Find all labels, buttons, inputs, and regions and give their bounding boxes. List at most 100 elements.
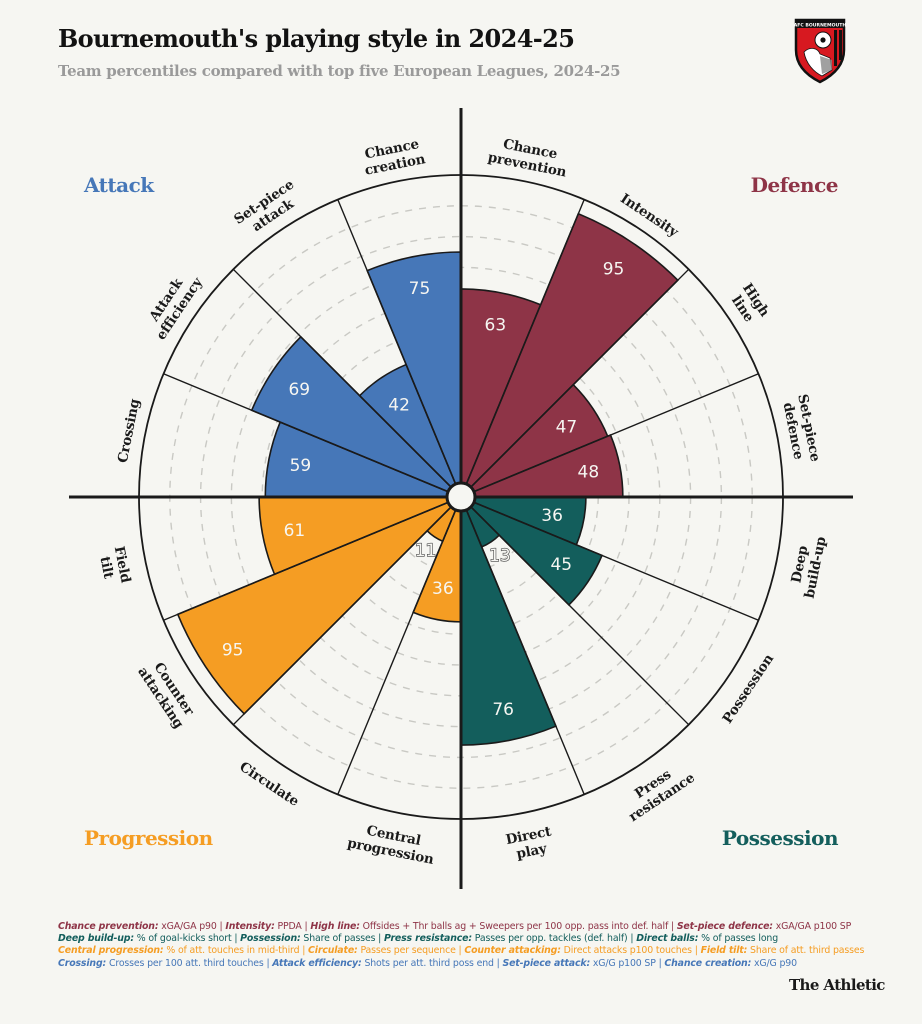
group-title-defence: Defence [751,173,838,197]
group-title-possession: Possession [722,826,839,850]
separator: | [627,933,637,945]
value-label: 69 [288,380,310,400]
separator: | [493,957,503,969]
crest-player-hatch [820,56,832,74]
value-label: 45 [550,555,572,575]
metric-label-line: play [515,840,549,862]
spoke-line [163,373,449,493]
metric-label-line: Deep [788,544,811,584]
separator: | [301,921,311,932]
value-label: 95 [603,260,625,280]
definition-term: Intensity: [225,921,275,932]
value-label: 11 [415,541,437,561]
spokes-layer [139,175,783,819]
definition-desc: Offsides + Thr balls ag + Sweepers per 1… [359,921,669,932]
crest-stripe [839,30,842,60]
definition-term: Set-piece attack: [502,957,591,969]
definition-term: High line: [310,921,360,932]
metric-label-line: Crossing [115,397,143,464]
definition-term: Chance creation: [664,957,752,969]
spoke-line [232,268,452,488]
spoke-line [337,199,457,485]
separator: | [299,945,309,957]
definition-term: Central progression: [58,945,164,957]
value-label: 36 [432,579,454,599]
value-label: 47 [556,418,578,438]
value-label: 95 [222,641,244,661]
crest-ball-patch [820,37,826,43]
definition-term: Possession: [240,933,301,945]
definition-term: Chance prevention: [58,921,159,932]
center-circle [445,481,477,513]
metric-label-line: Field [111,545,134,585]
metric-label-circulate: Circulate [236,759,301,810]
separator: | [216,921,226,932]
spoke-line [465,199,585,485]
value-label: 13 [489,546,511,566]
definition-desc: % of passes long [698,933,778,945]
definition-line: Crossing: Crosses per 100 att. third tou… [58,958,918,970]
definition-term: Crossing: [58,957,107,969]
definition-line: Chance prevention: xGA/GA p90 | Intensit… [58,921,918,933]
crest-text: AFC BOURNEMOUTH [794,23,847,29]
spoke-line [473,373,759,493]
separator: | [668,921,677,932]
definition-term: Field tilt: [700,945,748,957]
value-label: 36 [541,506,563,526]
metric-label-line: Circulate [236,759,301,810]
value-label: 61 [284,521,306,541]
definition-desc: xGA/GA p100 SP [772,921,852,932]
definition-term: Press resistance: [384,933,472,945]
group-titles-layer: Attack Defence Progression Possession [83,173,839,850]
definition-desc: Passes per opp. tackles (def. half) [471,933,628,945]
definition-desc: Share of passes [300,933,376,945]
metric-label-line: tilt [96,555,116,581]
metric-label-crossing: Crossing [115,397,143,464]
definition-desc: Shots per att. third poss end [361,957,494,969]
definition-line: Central progression: % of att. touches i… [58,945,918,957]
definition-desc: Crosses per 100 att. third touches [106,957,264,969]
chart-subtitle: Team percentiles compared with top five … [58,62,621,80]
spoke-line [232,506,452,726]
bars-layer [176,212,679,746]
separator: | [263,957,273,969]
definition-desc: % of att. touches in mid-third [163,945,300,957]
separator: | [455,945,465,957]
definition-term: Counter attacking: [464,945,561,957]
spoke-line [473,501,759,621]
spoke-line [470,506,690,726]
definition-desc: % of goal-kicks short [133,933,232,945]
club-crest-logo: AFC BOURNEMOUTH [794,18,847,84]
definition-desc: Share of att. third passes [747,945,865,957]
group-title-progression: Progression [84,826,214,850]
metric-label-line: Intensity [617,191,682,242]
definition-term: Circulate: [308,945,358,957]
definition-term: Direct balls: [636,933,699,945]
value-label: 76 [492,700,514,720]
metric-definitions: Chance prevention: xGA/GA p90 | Intensit… [58,921,918,970]
spoke-line [465,509,585,795]
definition-desc: Passes per sequence [357,945,456,957]
definition-desc: xG/G p90 [751,957,797,969]
group-title-attack: Attack [83,173,155,197]
polar-chart: 63 95 47 48 36 45 13 76 36 11 95 61 59 69 42 75 Chancep… [69,108,853,889]
definition-term: Set-piece defence: [676,921,773,932]
definition-desc: xG/G p100 SP [590,957,656,969]
value-labels-layer: 63 95 47 48 36 45 13 76 36 11 95 61 59 69 42 75 [222,259,625,720]
separator: | [375,933,385,945]
definition-term: Deep build-up: [58,933,134,945]
value-label: 59 [290,456,312,476]
definition-desc: PPDA [274,921,302,932]
value-label: 75 [409,279,431,299]
value-label: 63 [485,315,507,335]
axes-layer [69,108,853,889]
metric-label-intensity: Intensity [617,191,682,242]
